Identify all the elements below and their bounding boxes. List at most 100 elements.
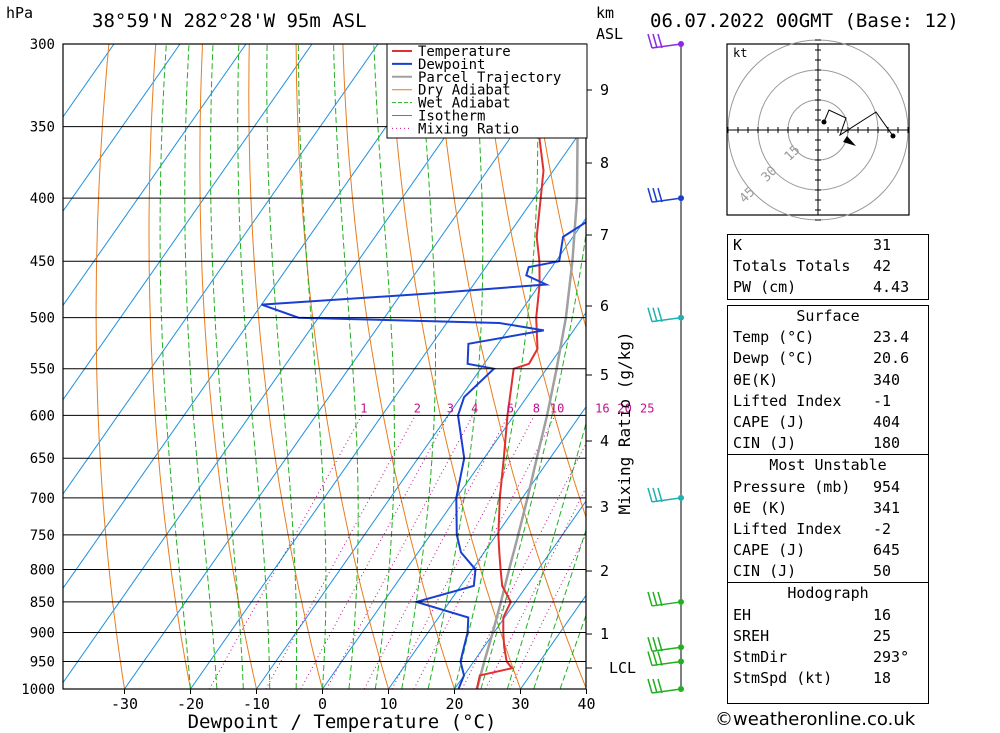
wind-barb-flag — [647, 637, 653, 652]
legend-box — [386, 43, 588, 139]
km-tick-label: 3 — [600, 498, 609, 516]
surface-row: θE(K) 340 — [728, 370, 928, 391]
wet-adiabat-line — [454, 44, 539, 689]
surface-label: CIN (J) — [733, 434, 797, 453]
wind-barb-flag — [652, 591, 658, 607]
wind-barb-flag — [652, 637, 658, 652]
most-unstable-row: CAPE (J) 645 — [728, 540, 928, 561]
isotherm-line — [63, 44, 247, 307]
mixing-ratio-line — [326, 415, 474, 689]
surface-row: CAPE (J) 404 — [728, 412, 928, 433]
wet-adiabat-line — [159, 44, 191, 689]
legend-entry: Dry Adiabat — [418, 83, 511, 99]
pressure-tick-label: 300 — [30, 37, 55, 53]
isotherm-line — [63, 44, 181, 213]
index-row-totals: Totals Totals 42 — [728, 256, 928, 277]
mixing-ratio-line — [265, 415, 416, 689]
index-row-k: K 31 — [728, 235, 928, 256]
most-unstable-row: Pressure (mb) 954 — [728, 477, 928, 498]
dry-adiabat-line — [95, 44, 125, 689]
wind-barb-flag — [652, 33, 658, 49]
isotherm-line — [322, 311, 586, 689]
hodo-value: 25 — [873, 626, 892, 645]
wind-barb-flag — [647, 591, 653, 607]
storm-motion-marker — [843, 136, 856, 146]
wind-barb-flag — [647, 307, 653, 322]
isotherm-line — [63, 44, 445, 590]
isotherm-line — [63, 44, 313, 401]
pressure-tick-label: 700 — [30, 491, 55, 507]
station-location: 38°59'N 282°28'W 95m ASL — [92, 10, 367, 32]
legend-entry: Parcel Trajectory — [418, 70, 561, 86]
km-tick-label: 2 — [600, 562, 609, 580]
surface-value: 20.6 — [873, 349, 910, 368]
legend-entry: Dewpoint — [418, 57, 485, 73]
wind-barb-flag — [652, 678, 658, 694]
plot-frame — [62, 43, 587, 690]
hodo-label: StmDir — [733, 648, 788, 666]
pressure-tick-label: 800 — [30, 562, 55, 578]
wind-barb-flag — [647, 678, 653, 694]
most-unstable-row: CIN (J) 50 — [728, 561, 928, 582]
surface-value: -1 — [873, 391, 892, 410]
wet-adiabat-line — [266, 44, 298, 689]
wet-adiabat-line — [427, 44, 484, 689]
temperature-tick-label: -10 — [243, 695, 270, 713]
copyright-text: ©weatheronline.co.uk — [715, 709, 916, 730]
hodograph-row: StmDir 293° — [728, 647, 928, 668]
pressure-tick-label: 850 — [30, 595, 55, 611]
mixing-ratio-label: 25 — [640, 401, 654, 415]
surface-value: 404 — [873, 412, 901, 431]
wind-barb-flag — [657, 591, 663, 607]
pressure-tick-label: 500 — [30, 311, 55, 327]
wind-barb-flag — [657, 33, 663, 49]
wind-barb-flag — [647, 187, 653, 203]
surface-row: Lifted Index -1 — [728, 391, 928, 412]
km-asl-label: ASL — [596, 25, 624, 43]
wind-barb-flag — [652, 187, 658, 203]
wet-adiabat-line — [237, 44, 271, 689]
index-label: Totals Totals — [733, 257, 851, 276]
index-label: K — [733, 236, 743, 254]
hodo-label: EH — [733, 605, 752, 624]
temperature-tick-label: -30 — [111, 695, 138, 713]
pressure-tick-label: 600 — [30, 408, 55, 424]
hodograph-row: StmSpd (kt) 18 — [728, 668, 928, 689]
wind-barb-flag — [652, 307, 658, 322]
hodograph-trace — [823, 109, 894, 137]
km-tick-label: 6 — [600, 297, 609, 315]
dry-adiabat-line — [436, 44, 586, 689]
wind-barb-flag — [647, 33, 653, 49]
temperature-tick-label: 0 — [318, 695, 327, 713]
mu-label: CAPE (J) — [733, 541, 806, 560]
dry-adiabat-line — [248, 44, 323, 689]
surface-title: Surface — [796, 307, 860, 325]
hodograph-row: EH 16 — [728, 605, 928, 626]
surface-value: 180 — [873, 434, 901, 453]
mu-label: θE (K) — [733, 498, 788, 517]
wet-adiabat-line — [506, 421, 586, 689]
wet-adiabat-line — [373, 44, 395, 689]
pressure-unit-label: hPa — [6, 4, 34, 22]
pressure-tick-label: 1000 — [21, 682, 55, 698]
wind-barb-flag — [652, 487, 658, 503]
surface-label: Lifted Index — [733, 391, 842, 410]
mu-value: 341 — [873, 498, 901, 517]
legend-entry: Isotherm — [418, 109, 485, 125]
mixing-ratio-line — [363, 415, 509, 689]
mixing-ratio-line — [300, 415, 449, 689]
mu-value: 645 — [873, 541, 901, 560]
index-value: 31 — [873, 236, 892, 254]
legend-entry: Temperature — [418, 44, 511, 60]
hodograph-start-point — [821, 119, 827, 125]
wind-barb-flag — [657, 307, 663, 322]
isotherm-line — [190, 123, 586, 689]
wind-barb-flag — [657, 651, 663, 666]
wind-barb-flag — [657, 637, 663, 652]
dry-adiabat-line — [148, 44, 191, 689]
km-tick-label: 1 — [600, 625, 609, 643]
legend-entry: Wet Adiabat — [418, 96, 511, 112]
hodo-value: 18 — [873, 669, 892, 688]
wind-barb-flag — [657, 678, 663, 694]
temperature-tick-label: -20 — [177, 695, 204, 713]
